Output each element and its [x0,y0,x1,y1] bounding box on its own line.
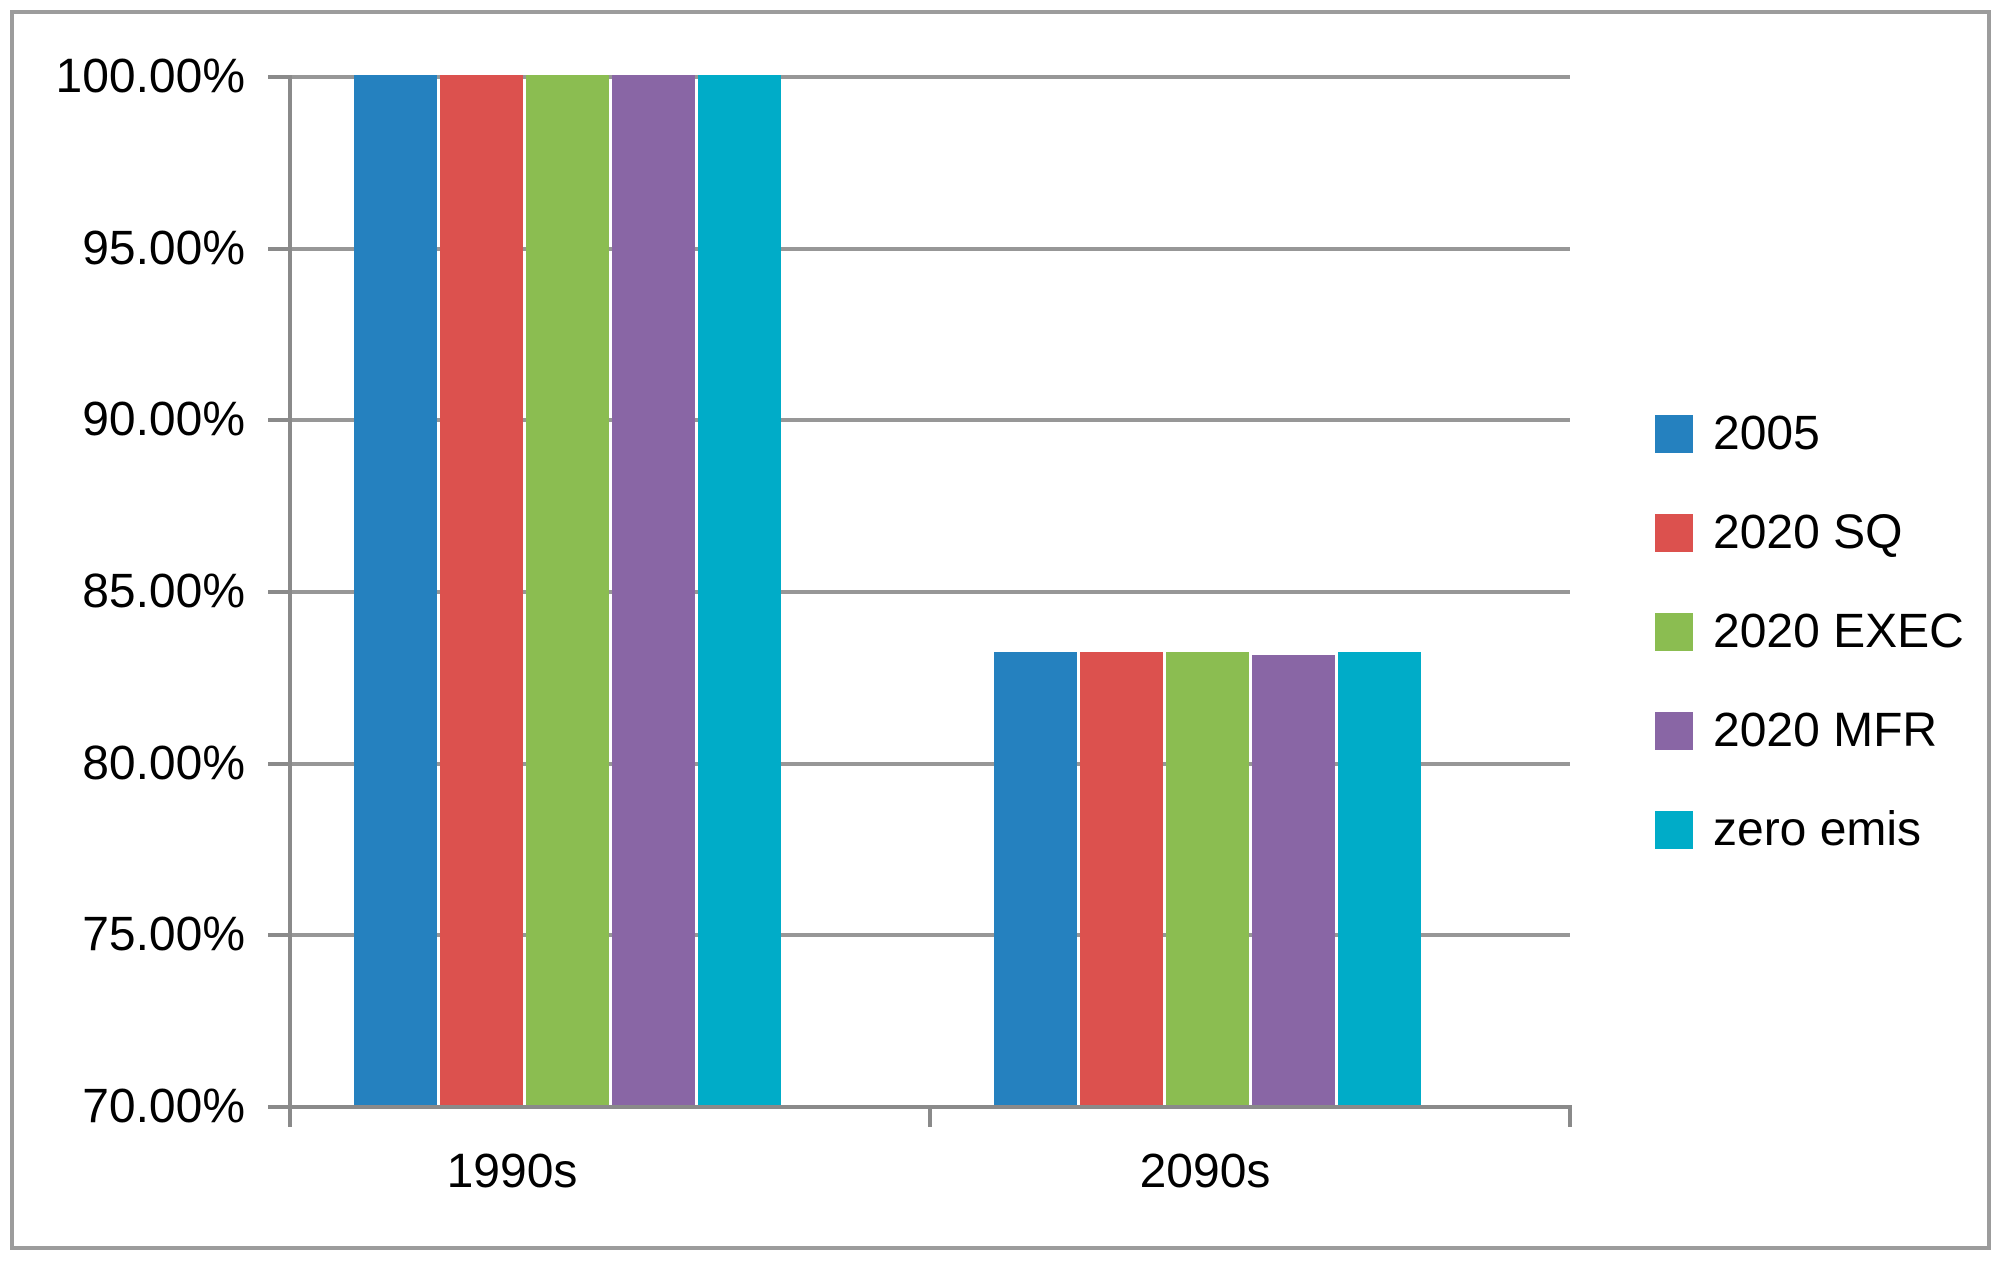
bar-2090s-2020-mfr [1252,655,1335,1105]
y-axis-tick-label: 85.00% [82,565,245,618]
y-axis-tick [268,247,290,251]
legend-item-2005: 2005 [1655,408,1820,460]
gridline [290,590,1570,594]
y-axis-tick-label: 75.00% [82,908,245,961]
legend-swatch-icon [1655,712,1693,750]
legend-swatch-icon [1655,514,1693,552]
x-axis-tick [1568,1105,1572,1127]
x-axis-category-label: 2090s [1139,1145,1271,1198]
bar-2090s-zero-emis [1338,652,1421,1105]
bar-1990s-2020-exec [526,75,609,1105]
legend-item-zero-emis: zero emis [1655,804,1921,856]
bar-2090s-2020-sq [1080,652,1163,1105]
plot-area [290,75,1570,1109]
legend-label: 2020 SQ [1713,506,1903,559]
gridline [290,418,1570,422]
legend-swatch-icon [1655,415,1693,453]
y-axis-tick-label: 90.00% [82,393,245,446]
x-axis-tick [288,1105,292,1127]
bar-2090s-2005 [994,652,1077,1105]
y-axis-line [288,75,292,1127]
legend-item-2020-sq: 2020 SQ [1655,507,1902,559]
legend-item-2020-mfr: 2020 MFR [1655,705,1937,757]
y-axis-tick-label: 80.00% [82,737,245,790]
y-axis-tick [268,75,290,79]
y-axis-tick [268,590,290,594]
legend-label: 2020 EXEC [1713,605,1964,658]
bar-1990s-zero-emis [698,75,781,1105]
gridline [290,933,1570,937]
bar-2090s-2020-exec [1166,652,1249,1105]
y-axis-tick [268,762,290,766]
y-axis-tick [268,933,290,937]
legend-label: 2020 MFR [1713,704,1938,757]
gridline [290,762,1570,766]
y-axis-tick-label: 70.00% [82,1080,245,1133]
legend-item-2020-exec: 2020 EXEC [1655,606,1964,658]
legend-swatch-icon [1655,811,1693,849]
legend-label: zero emis [1713,803,1922,856]
bar-1990s-2020-mfr [612,75,695,1105]
x-axis-tick [928,1105,932,1127]
y-axis-tick [268,1105,290,1109]
y-axis-tick [268,418,290,422]
x-axis-category-label: 1990s [446,1145,578,1198]
gridline [290,75,1570,79]
bar-1990s-2005 [354,75,437,1105]
legend-label: 2005 [1713,407,1820,460]
gridline [290,247,1570,251]
bar-1990s-2020-sq [440,75,523,1105]
y-axis-tick-label: 95.00% [82,222,245,275]
legend-swatch-icon [1655,613,1693,651]
y-axis-tick-label: 100.00% [55,50,246,103]
